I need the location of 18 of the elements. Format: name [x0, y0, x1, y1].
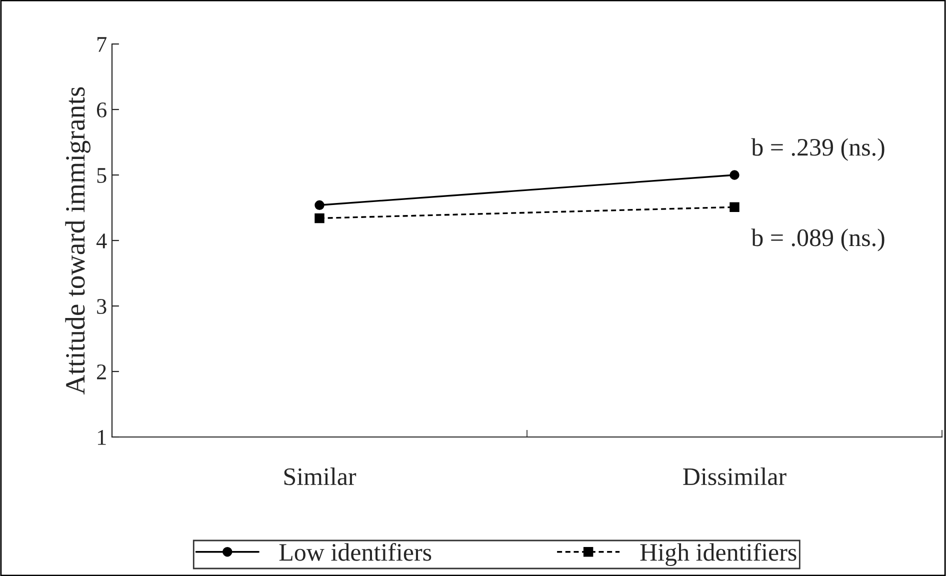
x-tick-label: Dissimilar	[683, 468, 786, 486]
legend-label: High identifiers	[640, 543, 796, 566]
point	[730, 202, 740, 212]
y-tick-label: 7	[97, 37, 106, 52]
y-axis-title: Attitude toward immigrants	[65, 87, 90, 395]
point	[314, 213, 324, 224]
y-tick-label: 6	[96, 102, 106, 118]
x-tick-label: Similar	[284, 468, 356, 486]
y-tick-label: 3	[97, 298, 106, 314]
y-tick-label: 5	[97, 168, 106, 183]
point	[314, 200, 324, 210]
legend-label: Low identifiers	[279, 543, 432, 561]
point	[730, 170, 740, 180]
y-tick-label: 4	[96, 234, 107, 248]
y-tick-label: 1	[98, 430, 106, 445]
annotation: b = .239 (ns.)	[751, 138, 884, 161]
y-tick-label: 2	[97, 364, 106, 380]
annotation: b = .089 (ns.)	[751, 228, 884, 252]
